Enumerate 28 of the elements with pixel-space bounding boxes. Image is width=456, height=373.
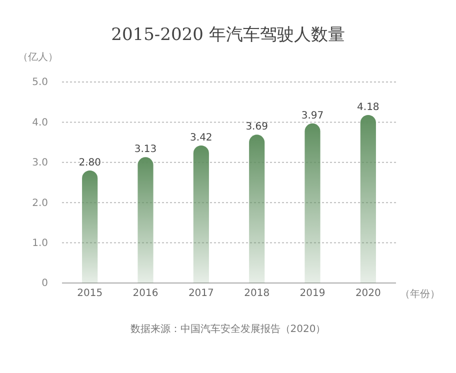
y-axis-title: （亿人） <box>18 52 58 63</box>
x-tick-label: 2020 <box>355 288 381 300</box>
y-tick-label: 1.0 <box>32 238 48 249</box>
x-tick-label: 2015 <box>77 288 103 300</box>
x-tick-label: 2018 <box>244 288 270 300</box>
y-tick-label: 2.0 <box>32 198 48 209</box>
bar <box>304 123 320 283</box>
bar <box>360 114 376 283</box>
x-tick-label: 2017 <box>188 288 214 300</box>
chart-title: 2015-2020 年汽车驾驶人数量 <box>111 25 345 45</box>
bar <box>138 157 154 283</box>
source-note: 数据来源：中国汽车安全发展报告（2020） <box>130 323 326 335</box>
data-label: 4.18 <box>357 102 380 113</box>
data-label: 3.69 <box>246 122 268 133</box>
data-label: 2.80 <box>78 157 101 168</box>
y-tick-label: 5.0 <box>32 77 48 88</box>
x-tick-label: 2019 <box>300 288 326 300</box>
x-axis-title: （年份） <box>400 288 440 300</box>
bar <box>249 134 265 283</box>
data-label: 3.97 <box>301 110 324 122</box>
bar <box>193 146 209 283</box>
y-tick-label: 4.0 <box>32 117 48 128</box>
y-tick-label: 3.0 <box>32 158 48 169</box>
data-label: 3.13 <box>134 144 157 156</box>
data-label: 3.42 <box>190 132 212 144</box>
y-tick-label: 0 <box>42 278 48 290</box>
x-tick-label: 2016 <box>132 288 158 300</box>
bar <box>82 170 98 283</box>
